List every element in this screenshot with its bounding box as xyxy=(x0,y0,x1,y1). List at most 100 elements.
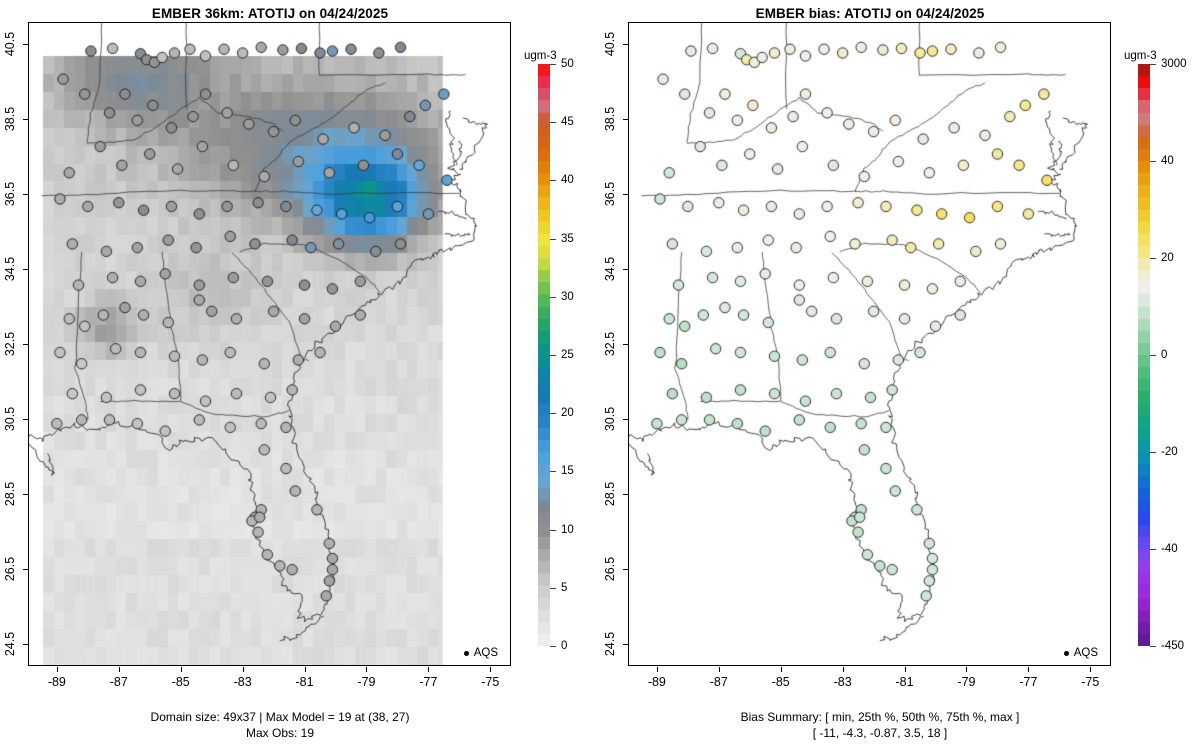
aqs-legend-model: AQS xyxy=(463,647,498,659)
colorbar-segment xyxy=(538,173,550,186)
colorbar-segment xyxy=(538,391,550,404)
y-tick xyxy=(623,643,628,645)
x-tick xyxy=(966,667,968,672)
colorbar-title-model: ugm-3 xyxy=(524,50,557,62)
colorbar-tick xyxy=(1150,64,1156,65)
x-tick xyxy=(180,667,182,672)
colorbar-segment xyxy=(538,476,550,489)
colorbar-segment xyxy=(538,221,550,234)
y-tick xyxy=(23,344,28,345)
colorbar-segment xyxy=(1138,136,1150,149)
map-plot-bias[interactable]: AQS xyxy=(628,22,1111,666)
y-tick-label: 28.5 xyxy=(3,481,17,506)
colorbar-tick xyxy=(550,471,556,473)
colorbar-segment xyxy=(1138,282,1150,295)
x-tick-label: -87 xyxy=(709,675,728,689)
colorbar-segment xyxy=(538,439,550,452)
colorbar-segment xyxy=(1138,452,1150,465)
colorbar-segment xyxy=(1138,209,1150,222)
colorbar-tick xyxy=(550,64,556,65)
colorbar-segment xyxy=(538,342,550,355)
colorbar-segment xyxy=(538,318,550,331)
x-tick-label: -83 xyxy=(833,675,852,689)
colorbar-segment xyxy=(1138,318,1150,331)
colorbar-segment xyxy=(538,464,550,477)
x-tick xyxy=(118,667,120,672)
colorbar-tick-label: 0 xyxy=(1161,349,1168,361)
colorbar-segment xyxy=(1138,342,1150,355)
colorbar-tick xyxy=(1150,161,1156,162)
colorbar-tick xyxy=(550,646,556,647)
y-tick-label: 40.5 xyxy=(3,32,17,57)
colorbar-segment xyxy=(538,161,550,174)
colorbar-segment xyxy=(538,197,550,210)
colorbar-segment xyxy=(538,621,550,634)
colorbar-segment xyxy=(538,561,550,574)
colorbar-tick-label: 3000 xyxy=(1161,58,1187,70)
x-tick-label: -79 xyxy=(357,675,376,689)
colorbar-segment xyxy=(1138,524,1150,537)
colorbar-segment xyxy=(538,294,550,307)
colorbar-segment xyxy=(538,148,550,161)
y-tick-label: 28.5 xyxy=(603,481,617,506)
y-tick xyxy=(623,119,628,121)
y-tick xyxy=(623,344,628,345)
colorbar-tick-label: -450 xyxy=(1161,640,1185,652)
colorbar-segment xyxy=(1138,500,1150,513)
colorbar-segment xyxy=(538,367,550,380)
colorbar-segment xyxy=(1138,221,1150,234)
colorbar-segment xyxy=(1138,124,1150,137)
y-tick-label: 24.5 xyxy=(603,631,617,656)
colorbar-segment xyxy=(538,573,550,586)
y-tick-label: 36.5 xyxy=(3,182,17,207)
colorbar-segment xyxy=(1138,621,1150,634)
caption-model-line1: Domain size: 49x37 | Max Model = 19 at (… xyxy=(150,710,410,724)
map-raster-model xyxy=(29,23,510,665)
map-raster-bias xyxy=(629,23,1110,665)
colorbar-segment xyxy=(1138,185,1150,198)
colorbar-segment xyxy=(538,112,550,125)
map-plot-model[interactable]: AQS xyxy=(28,22,511,666)
y-tick-label: 30.5 xyxy=(603,406,617,432)
colorbar-segment xyxy=(538,209,550,222)
colorbar-segment xyxy=(538,585,550,598)
colorbar-tick-label: -40 xyxy=(1161,543,1178,555)
x-tick-label: -79 xyxy=(957,675,976,689)
colorbar-tick xyxy=(550,413,556,415)
colorbar-tick-label: 30 xyxy=(561,290,574,303)
colorbar-segment xyxy=(1138,64,1150,77)
colorbar-segment xyxy=(538,633,550,646)
colorbar-segment xyxy=(1138,306,1150,319)
colorbar-segment xyxy=(538,403,550,416)
colorbar-segment xyxy=(1138,233,1150,246)
colorbar-tick-label: 40 xyxy=(561,174,574,187)
colorbar-segment xyxy=(538,488,550,501)
colorbar-bias: ugm-3 3000 40 20 0 -20 -40 -450 xyxy=(1124,0,1200,750)
colorbar-segment xyxy=(1138,561,1150,574)
colorbar-tick xyxy=(550,587,556,589)
x-tick-label: -87 xyxy=(109,675,128,689)
x-tick xyxy=(56,667,58,672)
y-tick-label: 30.5 xyxy=(3,406,17,432)
colorbar-segment xyxy=(1138,391,1150,404)
x-tick-label: -89 xyxy=(647,675,666,689)
y-tick xyxy=(623,194,628,196)
colorbar-ticks-bias: 3000 40 20 0 -20 -40 -450 xyxy=(1150,58,1190,652)
x-tick xyxy=(242,667,244,672)
colorbar-segment xyxy=(1138,258,1150,271)
y-tick-label: 32.5 xyxy=(3,331,17,357)
x-tick xyxy=(1090,667,1092,672)
panel-title-bias: EMBER bias: ATOTIJ on 04/24/2025 xyxy=(755,6,985,21)
x-tick-label: -81 xyxy=(295,675,314,689)
x-tick xyxy=(1028,667,1030,672)
colorbar-segment xyxy=(538,597,550,610)
colorbar-tick-label: 20 xyxy=(1161,252,1174,264)
colorbar-segment xyxy=(1138,512,1150,525)
colorbar-segment xyxy=(1138,173,1150,186)
colorbar-segment xyxy=(538,258,550,271)
aqs-dot-icon xyxy=(1063,650,1069,656)
colorbar-tick xyxy=(550,122,556,124)
colorbar-tick xyxy=(1150,452,1156,453)
y-tick-label: 34.5 xyxy=(603,256,617,282)
y-tick-label: 32.5 xyxy=(603,331,617,357)
